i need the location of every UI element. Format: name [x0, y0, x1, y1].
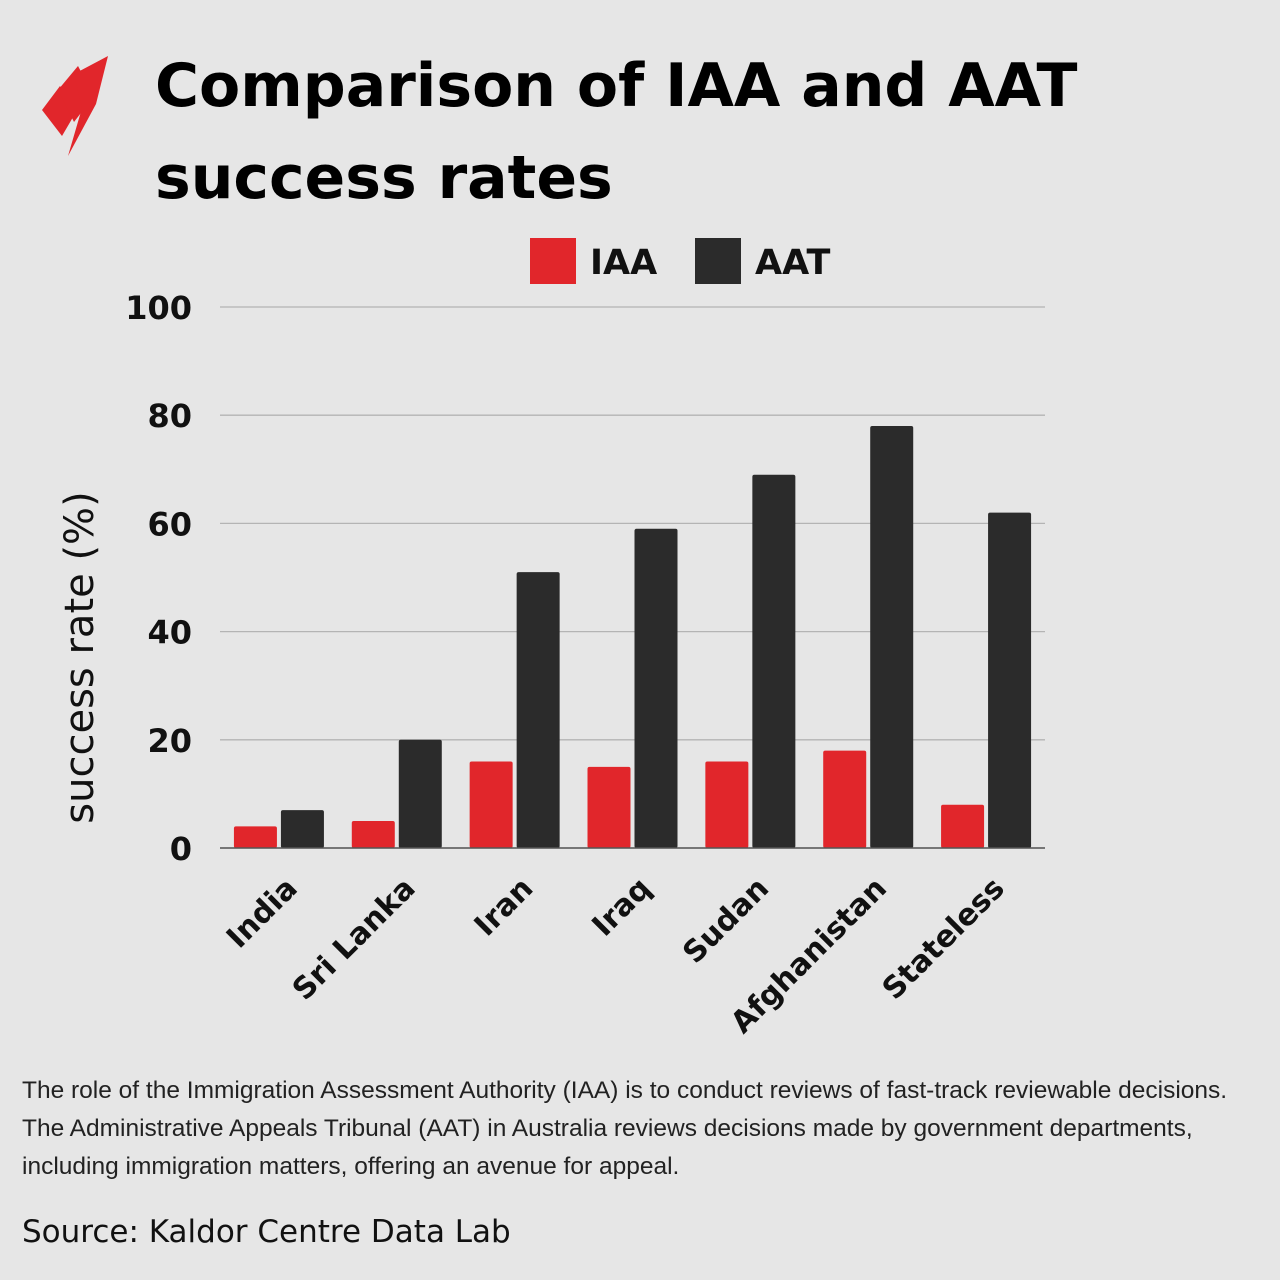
bar-aat — [634, 528, 678, 848]
legend-label-aat: AAT — [755, 243, 830, 283]
bar-aat — [398, 739, 442, 848]
bar-aat — [752, 474, 796, 848]
x-tick-label: Iraq — [586, 871, 659, 944]
bar-aat — [988, 512, 1032, 848]
x-tick-label: Stateless — [876, 871, 1012, 1007]
y-tick-label: 100 — [125, 289, 192, 327]
bar-iaa — [941, 804, 985, 848]
caption: The role of the Immigration Assessment A… — [22, 1077, 1228, 1180]
sbs-logo — [42, 56, 108, 156]
y-tick-label: 20 — [147, 722, 192, 760]
bar-aat — [280, 810, 324, 848]
bar-iaa — [823, 750, 867, 848]
bar-aat — [516, 572, 560, 848]
source-note: Source: Kaldor Centre Data Lab — [22, 1214, 511, 1250]
legend-label-iaa: IAA — [590, 243, 657, 283]
chart-title: Comparison of IAA and AAT success rates — [155, 51, 1078, 213]
logo-stripe — [68, 56, 108, 156]
x-tick-label: Sri Lanka — [286, 871, 423, 1008]
bar-iaa — [351, 820, 395, 848]
bar-iaa — [469, 761, 513, 848]
x-tick-label: Sudan — [676, 871, 776, 971]
y-tick-label: 40 — [147, 614, 192, 652]
y-axis-title: success rate (%) — [57, 491, 103, 823]
bar-iaa — [233, 826, 277, 848]
y-tick-label: 0 — [170, 830, 192, 868]
bar-iaa — [587, 766, 631, 848]
x-tick-label: Iran — [468, 871, 541, 944]
x-tick-label: India — [220, 871, 305, 956]
y-tick-label: 80 — [147, 397, 192, 435]
legend-swatch-iaa — [530, 238, 576, 284]
bar-aat — [870, 426, 914, 848]
y-tick-label: 60 — [147, 505, 192, 543]
bar-iaa — [705, 761, 749, 848]
legend-swatch-aat — [695, 238, 741, 284]
